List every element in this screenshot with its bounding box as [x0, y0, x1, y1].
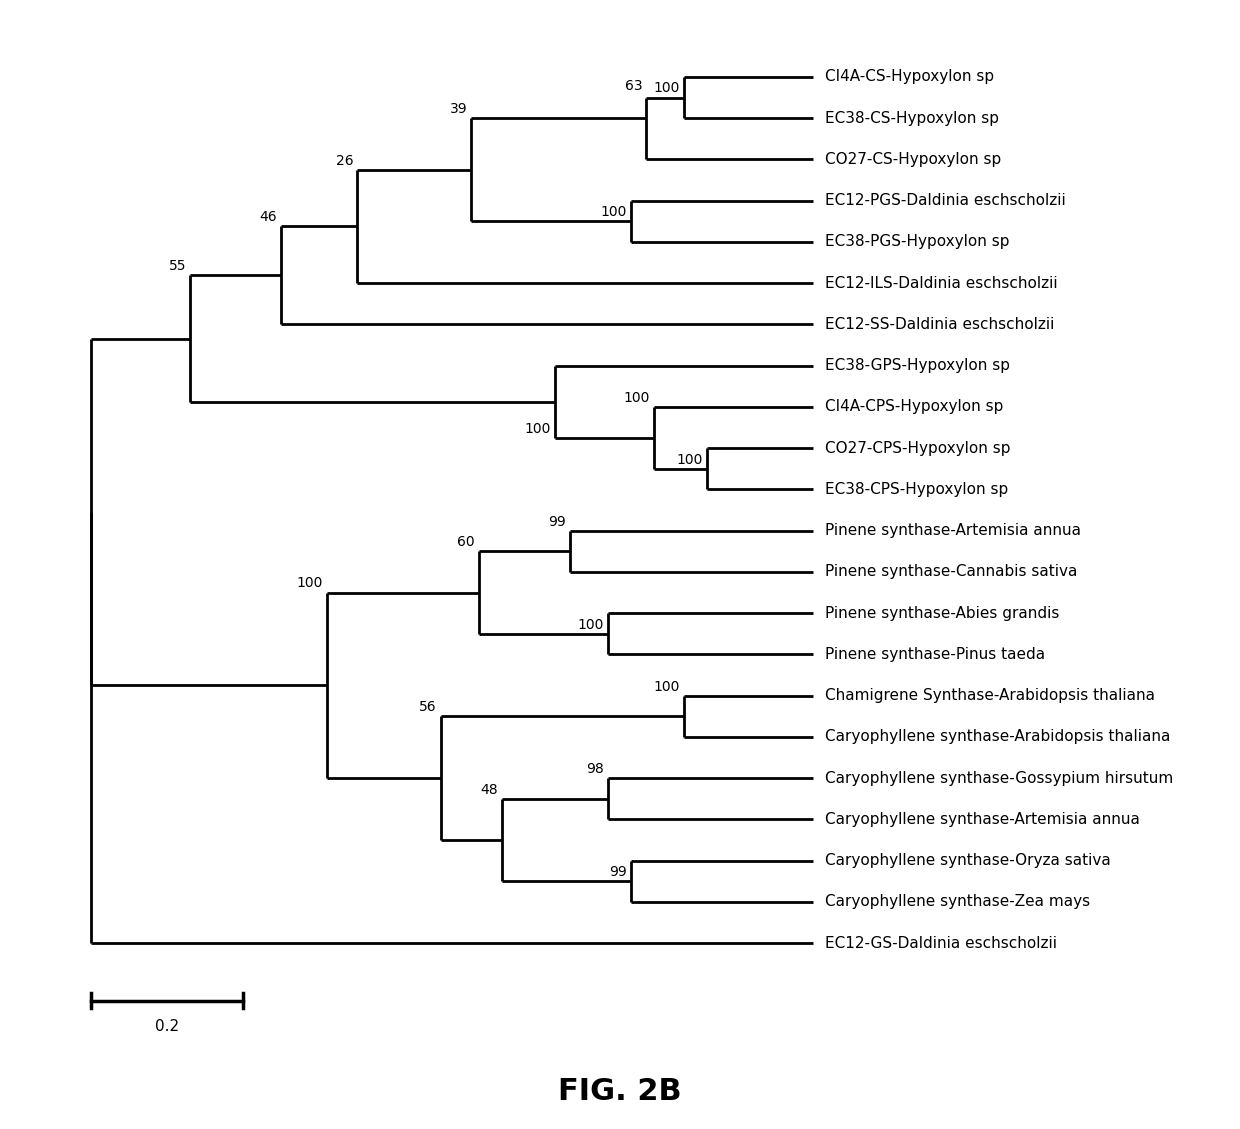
Text: Caryophyllene synthase-Artemisia annua: Caryophyllene synthase-Artemisia annua [825, 812, 1140, 826]
Text: Caryophyllene synthase-Gossypium hirsutum: Caryophyllene synthase-Gossypium hirsutu… [825, 771, 1173, 786]
Text: Pinene synthase-Abies grandis: Pinene synthase-Abies grandis [825, 605, 1059, 621]
Text: 99: 99 [609, 865, 627, 879]
Text: 100: 100 [525, 422, 551, 436]
Text: CI4A-CS-Hypoxylon sp: CI4A-CS-Hypoxylon sp [825, 69, 993, 85]
Text: FIG. 2B: FIG. 2B [558, 1077, 682, 1106]
Text: CI4A-CPS-Hypoxylon sp: CI4A-CPS-Hypoxylon sp [825, 400, 1003, 414]
Text: Caryophyllene synthase-Zea mays: Caryophyllene synthase-Zea mays [825, 894, 1090, 909]
Text: Caryophyllene synthase-Oryza sativa: Caryophyllene synthase-Oryza sativa [825, 854, 1111, 868]
Text: EC38-PGS-Hypoxylon sp: EC38-PGS-Hypoxylon sp [825, 235, 1009, 250]
Text: 55: 55 [169, 260, 186, 273]
Text: 63: 63 [625, 79, 642, 94]
Text: EC38-CS-Hypoxylon sp: EC38-CS-Hypoxylon sp [825, 111, 998, 125]
Text: 0.2: 0.2 [155, 1019, 179, 1034]
Text: CO27-CS-Hypoxylon sp: CO27-CS-Hypoxylon sp [825, 152, 1001, 167]
Text: Pinene synthase-Artemisia annua: Pinene synthase-Artemisia annua [825, 523, 1081, 539]
Text: EC12-SS-Daldinia eschscholzii: EC12-SS-Daldinia eschscholzii [825, 317, 1054, 332]
Text: 26: 26 [336, 154, 353, 167]
Text: 60: 60 [458, 535, 475, 549]
Text: EC38-GPS-Hypoxylon sp: EC38-GPS-Hypoxylon sp [825, 358, 1009, 373]
Text: Pinene synthase-Cannabis sativa: Pinene synthase-Cannabis sativa [825, 564, 1078, 579]
Text: CO27-CPS-Hypoxylon sp: CO27-CPS-Hypoxylon sp [825, 440, 1011, 456]
Text: EC12-PGS-Daldinia eschscholzii: EC12-PGS-Daldinia eschscholzii [825, 193, 1065, 208]
Text: EC12-ILS-Daldinia eschscholzii: EC12-ILS-Daldinia eschscholzii [825, 275, 1058, 290]
Text: 100: 100 [600, 205, 627, 219]
Text: EC38-CPS-Hypoxylon sp: EC38-CPS-Hypoxylon sp [825, 482, 1008, 497]
Text: 39: 39 [450, 102, 467, 116]
Text: 100: 100 [653, 81, 681, 96]
Text: 99: 99 [548, 515, 567, 528]
Text: 100: 100 [653, 680, 681, 693]
Text: Caryophyllene synthase-Arabidopsis thaliana: Caryophyllene synthase-Arabidopsis thali… [825, 729, 1171, 744]
Text: 100: 100 [624, 391, 650, 405]
Text: Chamigrene Synthase-Arabidopsis thaliana: Chamigrene Synthase-Arabidopsis thaliana [825, 689, 1154, 703]
Text: 48: 48 [480, 782, 497, 797]
Text: EC12-GS-Daldinia eschscholzii: EC12-GS-Daldinia eschscholzii [825, 936, 1056, 951]
Text: 98: 98 [587, 762, 604, 776]
Text: 46: 46 [259, 210, 278, 225]
Text: 100: 100 [677, 453, 703, 466]
Text: 100: 100 [578, 618, 604, 632]
Text: 100: 100 [296, 577, 322, 590]
Text: Pinene synthase-Pinus taeda: Pinene synthase-Pinus taeda [825, 647, 1045, 662]
Text: 56: 56 [419, 700, 436, 715]
